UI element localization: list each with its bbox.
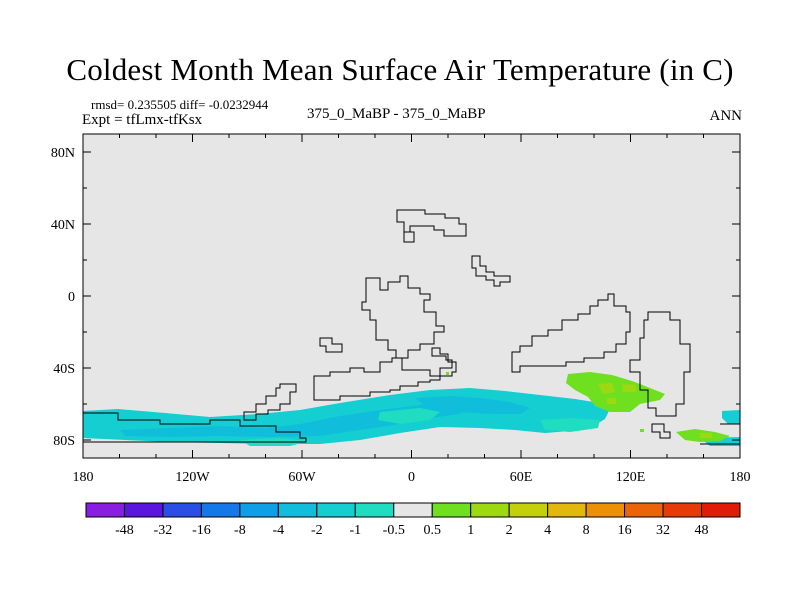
colorbar-label: 32 — [656, 523, 670, 538]
colorbar-label: -2 — [311, 523, 323, 538]
anomaly-yellowgreen — [622, 384, 636, 392]
colorbar-label: -1 — [349, 523, 361, 538]
colorbar-label: 2 — [506, 523, 513, 538]
colorbar-swatch — [393, 502, 433, 518]
y-tick-label: 40N — [51, 218, 75, 233]
colorbar-label: -0.5 — [383, 523, 405, 538]
chart-title: Coldest Month Mean Surface Air Temperatu… — [66, 52, 734, 87]
colorbar-label: 1 — [467, 523, 474, 538]
colorbar-swatch — [585, 502, 626, 518]
colorbar-swatch — [316, 502, 356, 518]
anomaly-green — [566, 372, 665, 412]
colorbar-swatch — [624, 502, 664, 518]
anomaly-green-dot — [640, 429, 644, 432]
runs-label: 375_0_MaBP - 375_0_MaBP — [307, 106, 486, 122]
colorbar-swatch — [470, 502, 510, 518]
colorbar-swatch — [701, 502, 741, 518]
colorbar-swatch — [162, 502, 202, 518]
experiment-label: Expt = tfLmx-tfKsx — [82, 112, 203, 128]
coastline-south-america — [511, 293, 631, 373]
colorbar-label: -8 — [234, 523, 246, 538]
anomaly-teal — [378, 408, 440, 424]
colorbar-label: 4 — [544, 523, 551, 538]
y-tick-label: 80S — [53, 434, 75, 449]
season-label: ANN — [709, 108, 743, 124]
colorbar-swatch — [547, 502, 587, 518]
anomaly-yellowgreen — [598, 383, 615, 394]
anomaly-teal — [540, 418, 600, 432]
colorbar-label: 0.5 — [423, 523, 441, 538]
colorbar-label: -16 — [192, 523, 211, 538]
y-tick-label: 80N — [51, 146, 75, 161]
colorbar-swatch — [200, 502, 241, 518]
anomaly-field — [83, 372, 740, 446]
anomaly-yellowgreen — [700, 433, 712, 438]
x-tick-label: 120E — [616, 470, 646, 485]
colorbar-swatch — [662, 502, 703, 518]
colorbar-swatch — [239, 502, 279, 518]
coastline-australia — [629, 311, 691, 417]
coastline-main-continent — [313, 275, 457, 401]
colorbar-label: -48 — [115, 523, 134, 538]
x-tick-label: 60W — [288, 470, 316, 485]
x-tick-label: 0 — [408, 470, 415, 485]
y-tick-label: 40S — [53, 362, 75, 377]
x-tick-label: 120W — [175, 470, 210, 485]
rmsd-diff-stats: rmsd= 0.235505 diff= -0.0232944 — [91, 97, 269, 112]
x-tick-label: 60E — [510, 470, 533, 485]
colorbar-label: -32 — [154, 523, 173, 538]
coastline-southern-africa — [243, 383, 297, 421]
colorbar-swatch — [85, 502, 125, 518]
coastline-new-zealand — [651, 423, 671, 439]
axes: 180 120W 60W 0 60E 120E 180 80N 40N 0 40S 80S — [51, 134, 751, 485]
colorbar-label: -4 — [273, 523, 285, 538]
anomaly-yellowgreen — [607, 398, 616, 404]
colorbar-label: 8 — [583, 523, 590, 538]
coastline-peninsula — [319, 337, 343, 353]
colorbar-label: 16 — [618, 523, 632, 538]
x-tick-label: 180 — [730, 470, 751, 485]
y-tick-label: 0 — [68, 290, 75, 305]
coastline-island-chain — [471, 255, 511, 287]
coastlines — [83, 209, 740, 445]
x-tick-label: 180 — [73, 470, 94, 485]
anomaly-green-dot — [446, 372, 449, 375]
colorbar-swatch — [277, 502, 318, 518]
colorbar-swatch — [354, 502, 395, 518]
colorbar-swatch — [431, 502, 472, 518]
colorbar-swatch — [508, 502, 549, 518]
anomaly-core — [120, 402, 470, 437]
anomaly-cyan-east — [722, 410, 740, 424]
coastline-korea — [403, 231, 415, 243]
colorbar-label: 48 — [695, 523, 709, 538]
anomaly-core — [415, 396, 530, 414]
colorbar: -48 -32 -16 -8 -4 -2 -1 -0.5 0.5 1 2 4 8 16 32 48 — [85, 502, 741, 538]
coastline-antarctica — [83, 412, 307, 443]
colorbar-swatch — [123, 502, 164, 518]
